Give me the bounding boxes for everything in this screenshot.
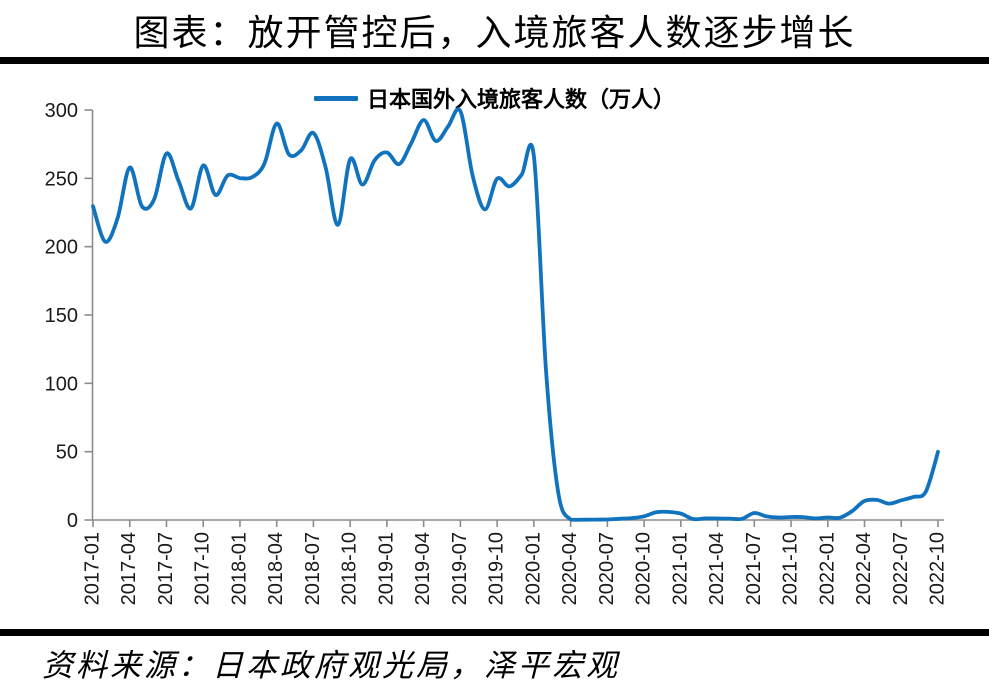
svg-text:2017-04: 2017-04	[118, 532, 140, 605]
svg-text:2019-07: 2019-07	[449, 532, 471, 605]
svg-text:2021-07: 2021-07	[743, 532, 765, 605]
svg-text:300: 300	[45, 100, 78, 122]
svg-text:2022-04: 2022-04	[853, 532, 875, 605]
svg-text:2022-07: 2022-07	[890, 532, 912, 605]
legend-label: 日本国外入境旅客人数（万人）	[366, 87, 675, 112]
svg-text:2020-04: 2020-04	[559, 532, 581, 605]
svg-text:100: 100	[45, 373, 78, 395]
legend: 日本国外入境旅客人数（万人）	[0, 82, 989, 114]
plot-svg: 0 50 100 150 200 250 300 2017-01 2017-04 2017-07 2…	[45, 100, 949, 605]
svg-text:200: 200	[45, 237, 78, 259]
svg-text:0: 0	[67, 510, 78, 532]
svg-text:2017-10: 2017-10	[192, 532, 214, 605]
svg-text:2018-10: 2018-10	[339, 532, 361, 605]
bottom-divider	[0, 629, 989, 636]
svg-text:2019-10: 2019-10	[486, 532, 508, 605]
svg-text:2018-01: 2018-01	[228, 532, 250, 605]
svg-text:2021-01: 2021-01	[669, 532, 691, 605]
legend-line-swatch	[313, 95, 358, 101]
svg-text:2019-01: 2019-01	[375, 532, 397, 605]
svg-text:2020-10: 2020-10	[633, 532, 655, 605]
svg-text:150: 150	[45, 305, 78, 327]
svg-text:2022-10: 2022-10	[927, 532, 949, 605]
svg-text:250: 250	[45, 168, 78, 190]
top-divider	[0, 57, 989, 64]
chart-title: 图表：放开管控后，入境旅客人数逐步增长	[133, 13, 856, 53]
source-note: 资料来源：日本政府观光局，泽平宏观	[42, 648, 620, 683]
svg-text:2018-04: 2018-04	[265, 532, 287, 605]
svg-text:2021-10: 2021-10	[780, 532, 802, 605]
svg-text:2017-07: 2017-07	[155, 532, 177, 605]
svg-text:50: 50	[56, 442, 78, 464]
svg-text:2020-07: 2020-07	[596, 532, 618, 605]
svg-text:2022-01: 2022-01	[816, 532, 838, 605]
svg-text:2019-04: 2019-04	[412, 532, 434, 605]
svg-text:2017-01: 2017-01	[82, 532, 104, 605]
svg-text:2021-04: 2021-04	[706, 532, 728, 605]
svg-text:2018-07: 2018-07	[302, 532, 324, 605]
svg-text:2020-01: 2020-01	[522, 532, 544, 605]
